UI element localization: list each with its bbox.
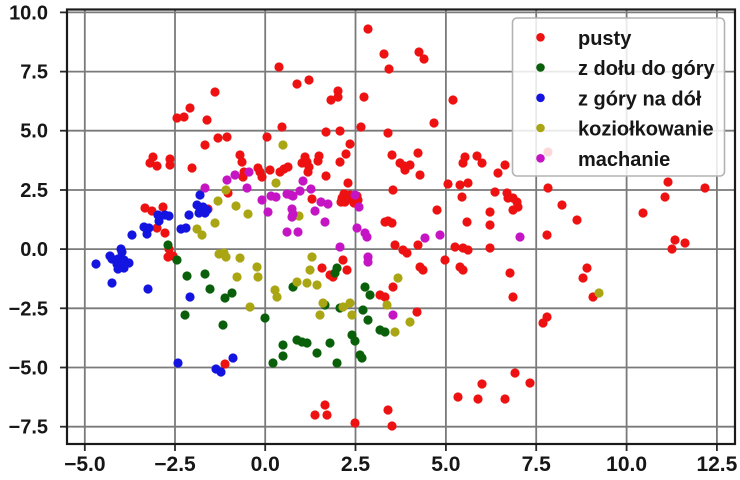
- svg-text:machanie: machanie: [578, 149, 670, 171]
- svg-text:2.5: 2.5: [341, 453, 371, 476]
- svg-text:0.0: 0.0: [251, 453, 280, 476]
- svg-text:z góry na dół: z góry na dół: [578, 88, 702, 110]
- svg-text:z dołu do góry: z dołu do góry: [578, 58, 716, 80]
- svg-text:7.5: 7.5: [522, 453, 552, 476]
- svg-text:−2.5: −2.5: [154, 453, 196, 476]
- svg-text:10.0: 10.0: [9, 2, 48, 24]
- svg-text:7.5: 7.5: [20, 62, 48, 84]
- svg-text:5.0: 5.0: [431, 453, 460, 476]
- svg-text:−7.5: −7.5: [9, 417, 48, 439]
- svg-text:−5.0: −5.0: [64, 453, 105, 476]
- svg-text:−5.0: −5.0: [9, 358, 48, 380]
- svg-text:2.5: 2.5: [20, 180, 48, 202]
- svg-text:koziołkowanie: koziołkowanie: [578, 119, 714, 141]
- svg-text:10.0: 10.0: [606, 453, 647, 476]
- svg-text:0.0: 0.0: [20, 239, 48, 261]
- svg-text:12.5: 12.5: [696, 453, 737, 476]
- svg-text:−2.5: −2.5: [9, 298, 48, 320]
- svg-text:pusty: pusty: [578, 28, 632, 50]
- svg-text:5.0: 5.0: [20, 121, 48, 143]
